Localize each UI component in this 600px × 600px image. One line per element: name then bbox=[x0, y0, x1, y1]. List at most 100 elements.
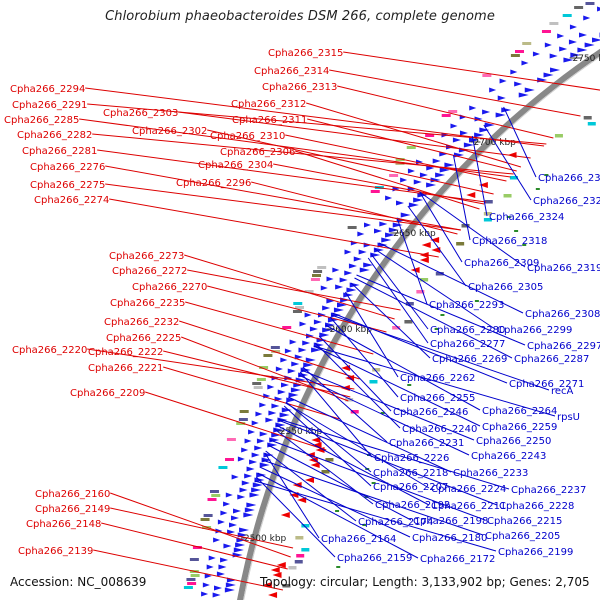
reverse-strand-gene bbox=[484, 122, 495, 128]
feature-block bbox=[252, 382, 262, 385]
reverse-strand-gene bbox=[357, 231, 365, 237]
reverse-strand-gene bbox=[223, 501, 231, 507]
reverse-strand-gene bbox=[499, 78, 507, 84]
accession-text: Accession: NC_008639 bbox=[10, 575, 147, 589]
right-gene-label: Cpha266_2293 bbox=[429, 300, 504, 311]
reverse-strand-gene bbox=[252, 482, 263, 488]
reverse-strand-gene bbox=[271, 403, 280, 409]
right-gene-label: Cpha266_2324 bbox=[489, 212, 564, 223]
reverse-strand-gene bbox=[303, 362, 314, 368]
reverse-strand-gene bbox=[230, 515, 239, 521]
left-gene-label: Cpha266_2273 bbox=[109, 251, 184, 262]
forward-strand-gene bbox=[280, 512, 290, 518]
reverse-strand-gene bbox=[381, 237, 392, 243]
reverse-strand-gene bbox=[577, 47, 588, 53]
right-label-connector bbox=[374, 248, 496, 330]
right-gene-label: Cpha266_2250 bbox=[476, 436, 551, 447]
reverse-strand-gene bbox=[241, 447, 249, 453]
reverse-strand-gene bbox=[254, 445, 263, 451]
reverse-strand-gene bbox=[302, 340, 311, 346]
right-gene-label: Cpha266_2318 bbox=[472, 236, 547, 247]
left-gene-label: Cpha266_2294 bbox=[10, 84, 85, 95]
forward-strand-gene bbox=[478, 182, 488, 188]
forward-strand-gene bbox=[292, 482, 302, 488]
left-gene-label: Cpha266_2209 bbox=[70, 388, 145, 399]
reverse-strand-gene bbox=[237, 494, 246, 500]
right-label-connector bbox=[471, 135, 488, 217]
right-label-connector bbox=[313, 345, 481, 427]
reverse-strand-gene bbox=[298, 347, 307, 353]
left-gene-label: Cpha266_2313 bbox=[262, 82, 337, 93]
left-gene-label: Cpha266_2148 bbox=[26, 519, 101, 530]
left-gene-label: Cpha266_2221 bbox=[88, 363, 163, 374]
reverse-strand-gene bbox=[333, 307, 344, 313]
reverse-strand-gene bbox=[202, 582, 210, 588]
forward-strand-gene bbox=[305, 477, 315, 483]
feature-block bbox=[574, 6, 584, 9]
right-label-connector bbox=[419, 191, 526, 268]
reverse-strand-gene bbox=[246, 466, 255, 472]
left-label-connector bbox=[87, 103, 547, 145]
scale-tick-label: 2600 kbp bbox=[330, 325, 373, 335]
forward-strand-gene bbox=[421, 242, 431, 248]
reverse-strand-gene bbox=[224, 587, 235, 593]
feature-block bbox=[510, 54, 520, 57]
reverse-strand-gene bbox=[444, 162, 455, 168]
outer-feature-block bbox=[484, 200, 493, 204]
reverse-strand-gene bbox=[279, 412, 290, 418]
outer-feature-block bbox=[456, 242, 465, 246]
left-gene-label: Cpha266_2160 bbox=[35, 489, 110, 500]
reverse-strand-gene bbox=[220, 510, 228, 516]
reverse-strand-gene bbox=[388, 227, 399, 233]
feature-block bbox=[541, 30, 551, 33]
right-gene-label: Cpha266_2198 bbox=[413, 516, 488, 527]
reverse-strand-gene bbox=[295, 377, 306, 383]
reverse-strand-gene bbox=[241, 480, 250, 486]
left-label-connector bbox=[207, 129, 494, 195]
reverse-strand-gene bbox=[339, 277, 348, 283]
outer-feature-block bbox=[294, 560, 303, 564]
feature-block bbox=[441, 114, 451, 117]
left-label-connector bbox=[285, 134, 507, 182]
outer-feature-block bbox=[554, 134, 563, 138]
left-label-connector bbox=[295, 150, 480, 210]
reverse-strand-gene bbox=[474, 116, 483, 122]
outer-feature-block bbox=[325, 458, 334, 462]
reverse-strand-gene bbox=[374, 228, 383, 234]
reverse-strand-gene bbox=[213, 537, 221, 543]
marker-tick bbox=[380, 412, 385, 414]
left-gene-label: Cpha266_2306 bbox=[220, 147, 295, 158]
reverse-strand-gene bbox=[305, 357, 316, 363]
reverse-strand-gene bbox=[400, 177, 408, 183]
left-gene-label: Cpha266_2282 bbox=[17, 130, 92, 141]
reverse-strand-gene bbox=[495, 112, 506, 118]
reverse-strand-gene bbox=[419, 172, 428, 178]
reverse-strand-gene bbox=[469, 105, 477, 111]
forward-strand-gene bbox=[311, 437, 321, 443]
reverse-strand-gene bbox=[233, 508, 242, 514]
left-label-connector bbox=[92, 133, 514, 175]
right-label-connector bbox=[267, 444, 412, 521]
right-label-connector bbox=[313, 345, 556, 417]
feature-block bbox=[282, 326, 292, 329]
forward-strand-gene bbox=[507, 152, 517, 158]
reverse-strand-gene bbox=[385, 195, 393, 201]
right-gene-label: Cpha266_2159 bbox=[337, 553, 412, 564]
left-gene-label: Cpha266_2276 bbox=[30, 162, 105, 173]
reverse-strand-gene bbox=[592, 37, 600, 43]
feature-block bbox=[183, 586, 193, 589]
right-label-connector bbox=[265, 450, 357, 522]
marker-tick bbox=[506, 216, 511, 218]
forward-strand-gene bbox=[312, 442, 322, 448]
right-label-connector bbox=[483, 124, 532, 201]
right-label-connector bbox=[314, 342, 401, 429]
reverse-strand-gene bbox=[543, 72, 554, 78]
right-gene-label: Cpha266_2264 bbox=[482, 406, 557, 417]
reverse-strand-gene bbox=[220, 557, 229, 563]
reverse-strand-gene bbox=[408, 202, 419, 208]
marker-tick bbox=[362, 524, 367, 526]
feature-block bbox=[515, 50, 525, 53]
reverse-strand-gene bbox=[249, 459, 258, 465]
reverse-strand-gene bbox=[501, 107, 512, 113]
